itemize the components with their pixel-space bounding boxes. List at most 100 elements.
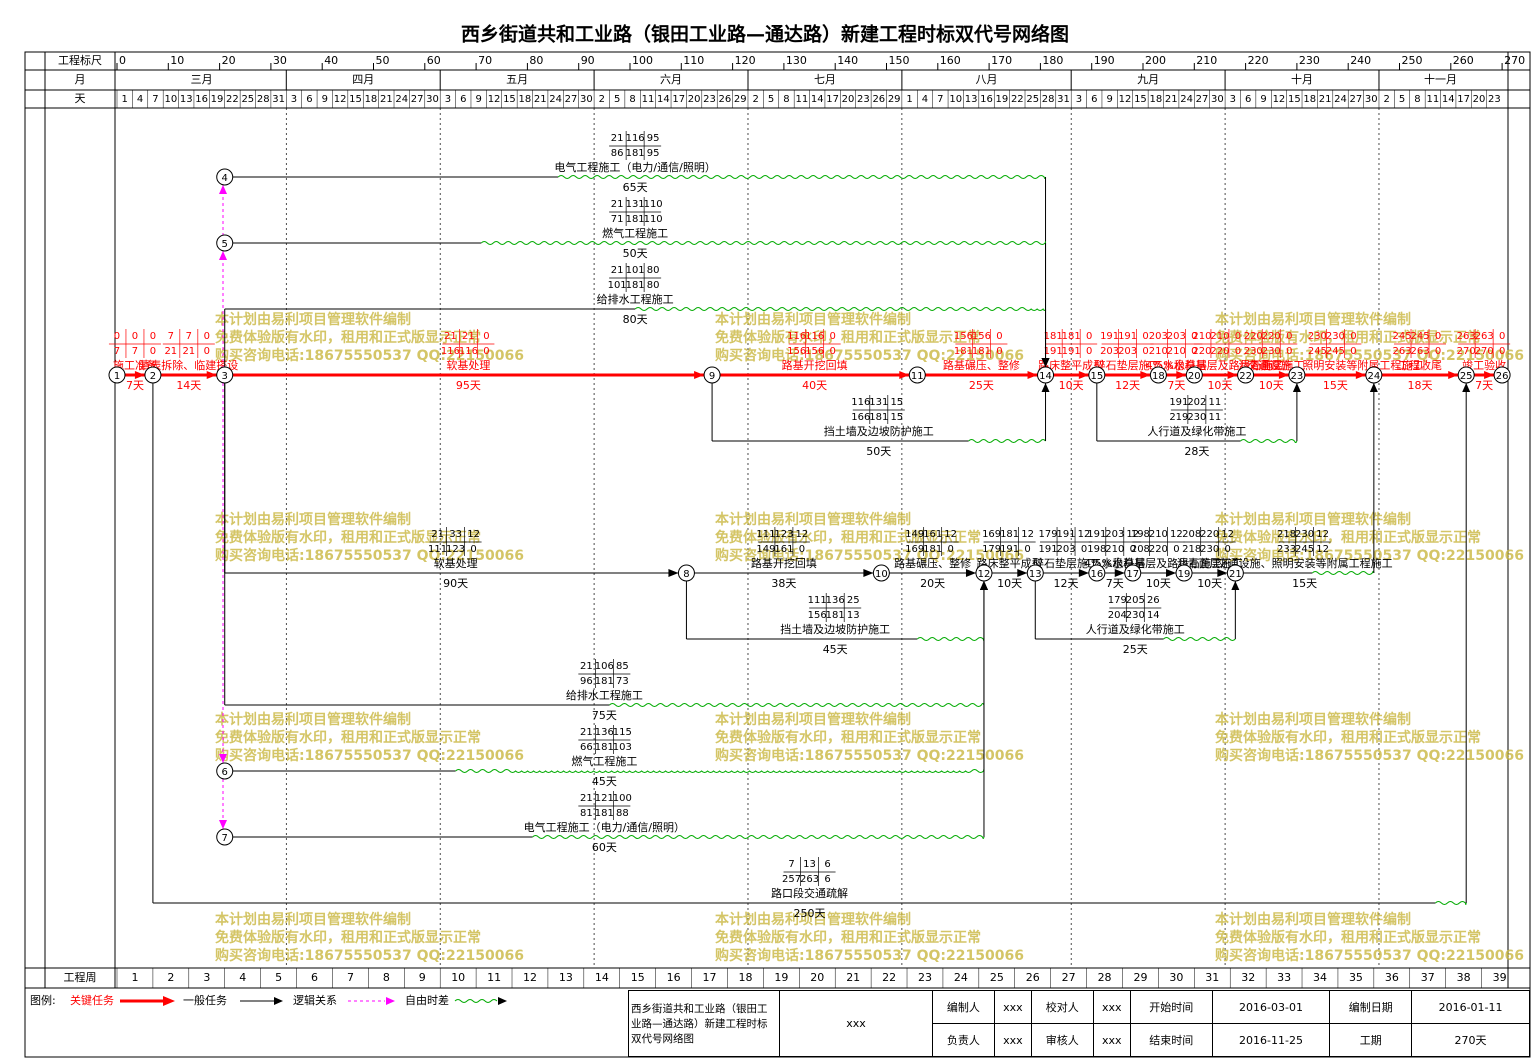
- watermark: 购买咨询电话:18675550537 QQ:22150066: [1215, 347, 1524, 364]
- node-label: 23: [1291, 371, 1304, 382]
- day-label: 20: [688, 94, 701, 105]
- time-param: 191: [1062, 346, 1081, 357]
- day-label: 24: [395, 94, 408, 105]
- day-label: 6: [460, 94, 466, 105]
- time-param: 191: [1087, 529, 1106, 540]
- scale-label: 50: [376, 54, 390, 67]
- day-label: 11: [1426, 94, 1439, 105]
- time-param: 230: [1187, 412, 1206, 423]
- legend-icon: [274, 997, 283, 1005]
- day-label: 14: [1442, 94, 1455, 105]
- activity-label: 挡土墙及边坡防护施工: [780, 622, 890, 636]
- time-param: 12: [1316, 544, 1329, 555]
- activity-label: 给排水工程施工: [566, 688, 643, 702]
- time-param: 220: [1192, 346, 1211, 357]
- time-param: 0: [996, 346, 1002, 357]
- node-label: 6: [222, 767, 228, 778]
- time-param: 230: [1126, 610, 1145, 621]
- day-label: 10: [949, 94, 962, 105]
- time-param: 21: [182, 346, 195, 357]
- free-float: [455, 769, 985, 773]
- week-label: 9: [419, 971, 426, 984]
- watermark: 免费体验版有水印，租用和正式版显示正常: [715, 929, 981, 946]
- week-label: 6: [311, 971, 318, 984]
- row-label: 天: [75, 92, 86, 105]
- watermark: 购买咨询电话:18675550537 QQ:22150066: [715, 947, 1024, 964]
- week-label: 14: [595, 971, 609, 984]
- time-param: 12: [1126, 529, 1139, 540]
- time-param: 0: [1142, 346, 1148, 357]
- arrow: [1140, 371, 1151, 379]
- month-label: 九月: [1137, 73, 1159, 86]
- day-label: 24: [1180, 94, 1193, 105]
- time-param: 0: [799, 544, 805, 555]
- legend: 图例: 关键任务 一般任务 逻辑关系 自由时差: [30, 993, 507, 1007]
- node: [677, 564, 695, 582]
- time-param: 191: [1100, 331, 1119, 342]
- activity-label: 软基处理: [446, 358, 490, 372]
- watermark: 购买咨询电话:18675550537 QQ:22150066: [715, 547, 1024, 564]
- activity-label: 燃气工程施工: [602, 226, 668, 240]
- frame: [24, 51, 1531, 1058]
- title: 西乡街道共和工业路（银田工业路—通达路）新建工程时标双代号网络图: [461, 23, 1069, 46]
- time-param: 156: [805, 346, 824, 357]
- time-param: 0: [204, 331, 210, 342]
- node: [216, 234, 234, 252]
- node: [144, 366, 162, 384]
- time-param: 263: [800, 874, 819, 885]
- time-param: 12: [1078, 529, 1091, 540]
- time-param: 149: [756, 544, 775, 555]
- node: [216, 168, 234, 186]
- activity-duration: 25天: [1123, 643, 1148, 656]
- row-label: 工程周: [64, 971, 97, 984]
- time-param: 7: [168, 331, 174, 342]
- scale-label: 160: [940, 54, 961, 67]
- time-param: 263: [1457, 331, 1476, 342]
- node-label: 17: [1126, 569, 1139, 580]
- scale-label: 120: [735, 54, 756, 67]
- node-label: 5: [222, 239, 228, 250]
- activity-duration: 95天: [456, 379, 481, 392]
- node-label: 8: [683, 569, 689, 580]
- time-param: 230: [1200, 544, 1219, 555]
- watermark: 免费体验版有水印，租用和正式版显示正常: [1215, 929, 1481, 946]
- node: [908, 366, 926, 384]
- day-label: 27: [565, 94, 578, 105]
- time-param: 21: [611, 265, 624, 276]
- time-param: 15: [890, 412, 903, 423]
- time-param: 191: [1044, 346, 1063, 357]
- activity-duration: 15天: [1323, 379, 1348, 392]
- time-param: 96: [580, 676, 593, 687]
- day-label: 28: [257, 94, 270, 105]
- activity-duration: 7天: [1106, 577, 1124, 590]
- time-param: 0: [1286, 331, 1292, 342]
- scale-label: 130: [786, 54, 807, 67]
- day-label: 25: [241, 94, 254, 105]
- node-label: 20: [1188, 371, 1201, 382]
- activity-duration: 7天: [126, 379, 144, 392]
- scale-label: 40: [324, 54, 338, 67]
- time-param: 203: [1057, 544, 1076, 555]
- time-param: 136: [826, 595, 845, 606]
- time-param: 21: [611, 199, 624, 210]
- time-param: 181: [595, 808, 614, 819]
- time-param: 111: [428, 544, 447, 555]
- time-param: 230: [1244, 346, 1263, 357]
- time-param: 156: [954, 331, 973, 342]
- arrow: [1176, 371, 1187, 379]
- time-param: 263: [1392, 346, 1411, 357]
- week-label: 15: [631, 971, 645, 984]
- time-param: 100: [613, 793, 632, 804]
- activity-label: 路口段交通疏解: [771, 886, 848, 900]
- arrow: [1231, 581, 1240, 590]
- legend-label: 一般任务: [183, 994, 227, 1007]
- watermark: 购买咨询电话:18675550537 QQ:22150066: [715, 747, 1024, 764]
- time-param: 131: [869, 397, 888, 408]
- time-param: 270: [1457, 346, 1476, 357]
- time-param: 95: [647, 148, 660, 159]
